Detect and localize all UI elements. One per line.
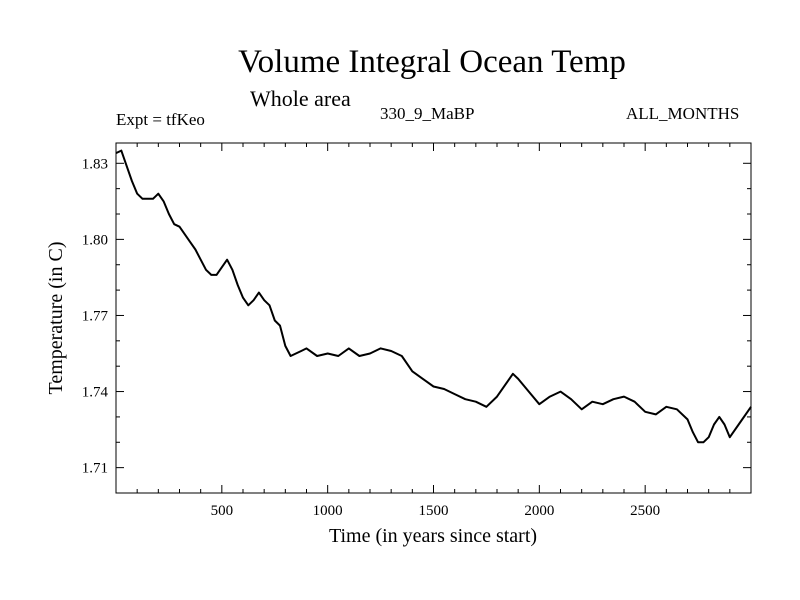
x-tick-label: 2000 [524, 503, 554, 519]
period-label: 330_9_MaBP [380, 104, 475, 123]
x-tick-label: 2500 [630, 503, 660, 519]
y-tick-label: 1.77 [82, 308, 109, 324]
plot-frame [115, 142, 752, 494]
experiment-label: Expt = tfKeo [116, 110, 205, 129]
y-tick-label: 1.83 [82, 156, 108, 172]
y-tick-label: 1.71 [82, 461, 108, 477]
months-label: ALL_MONTHS [626, 104, 740, 123]
y-tick-label: 1.74 [82, 385, 109, 401]
axes: 500 1000 1500 2000 2500 1.71 1.74 1.77 1.80 1.83 [82, 143, 751, 519]
x-tick-label: 1000 [313, 503, 343, 519]
x-tick-label: 1500 [419, 503, 449, 519]
chart-subtitle: Whole area [250, 86, 351, 111]
y-axis-label: Temperature (in C) [45, 242, 67, 395]
temperature-series-line [115, 149, 752, 444]
x-axis-label: Time (in years since start) [329, 525, 537, 547]
x-tick-label: 500 [211, 503, 234, 519]
chart-title: Volume Integral Ocean Temp [238, 44, 626, 80]
y-tick-label: 1.80 [82, 232, 108, 248]
